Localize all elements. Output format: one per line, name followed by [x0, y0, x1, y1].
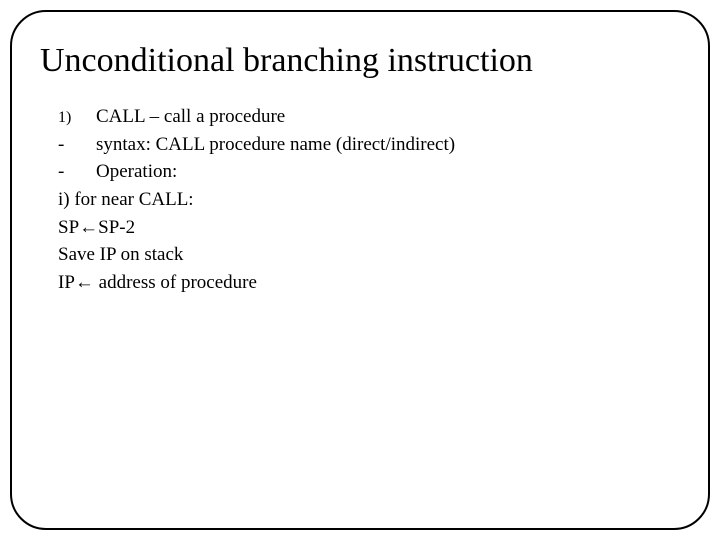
body-line-7: IP← address of procedure — [40, 269, 680, 297]
body-line-3: - Operation: — [40, 158, 680, 186]
bullet-dash: - — [40, 131, 96, 159]
arrow-left-icon: ← — [75, 272, 94, 293]
slide-title: Unconditional branching instruction — [40, 42, 680, 79]
body-line-5: SP←SP-2 — [40, 214, 680, 242]
lhs: SP — [58, 217, 79, 238]
bullet-dash: - — [40, 158, 96, 186]
rhs: SP-2 — [98, 217, 135, 238]
body-line-1: 1) CALL – call a procedure — [40, 103, 680, 131]
slide-frame: Unconditional branching instruction 1) C… — [10, 10, 710, 530]
line-text: Operation: — [96, 158, 680, 186]
arrow-left-icon: ← — [79, 217, 98, 238]
bullet-number: 1) — [40, 106, 96, 129]
slide-body: 1) CALL – call a procedure - syntax: CAL… — [40, 103, 680, 296]
body-line-2: - syntax: CALL procedure name (direct/in… — [40, 131, 680, 159]
lhs: IP — [58, 272, 75, 293]
line-text: syntax: CALL procedure name (direct/indi… — [96, 131, 680, 159]
rhs: address of procedure — [94, 272, 257, 293]
body-line-6: Save IP on stack — [40, 241, 680, 269]
line-text: CALL – call a procedure — [96, 103, 680, 131]
body-line-4: i) for near CALL: — [40, 186, 680, 214]
